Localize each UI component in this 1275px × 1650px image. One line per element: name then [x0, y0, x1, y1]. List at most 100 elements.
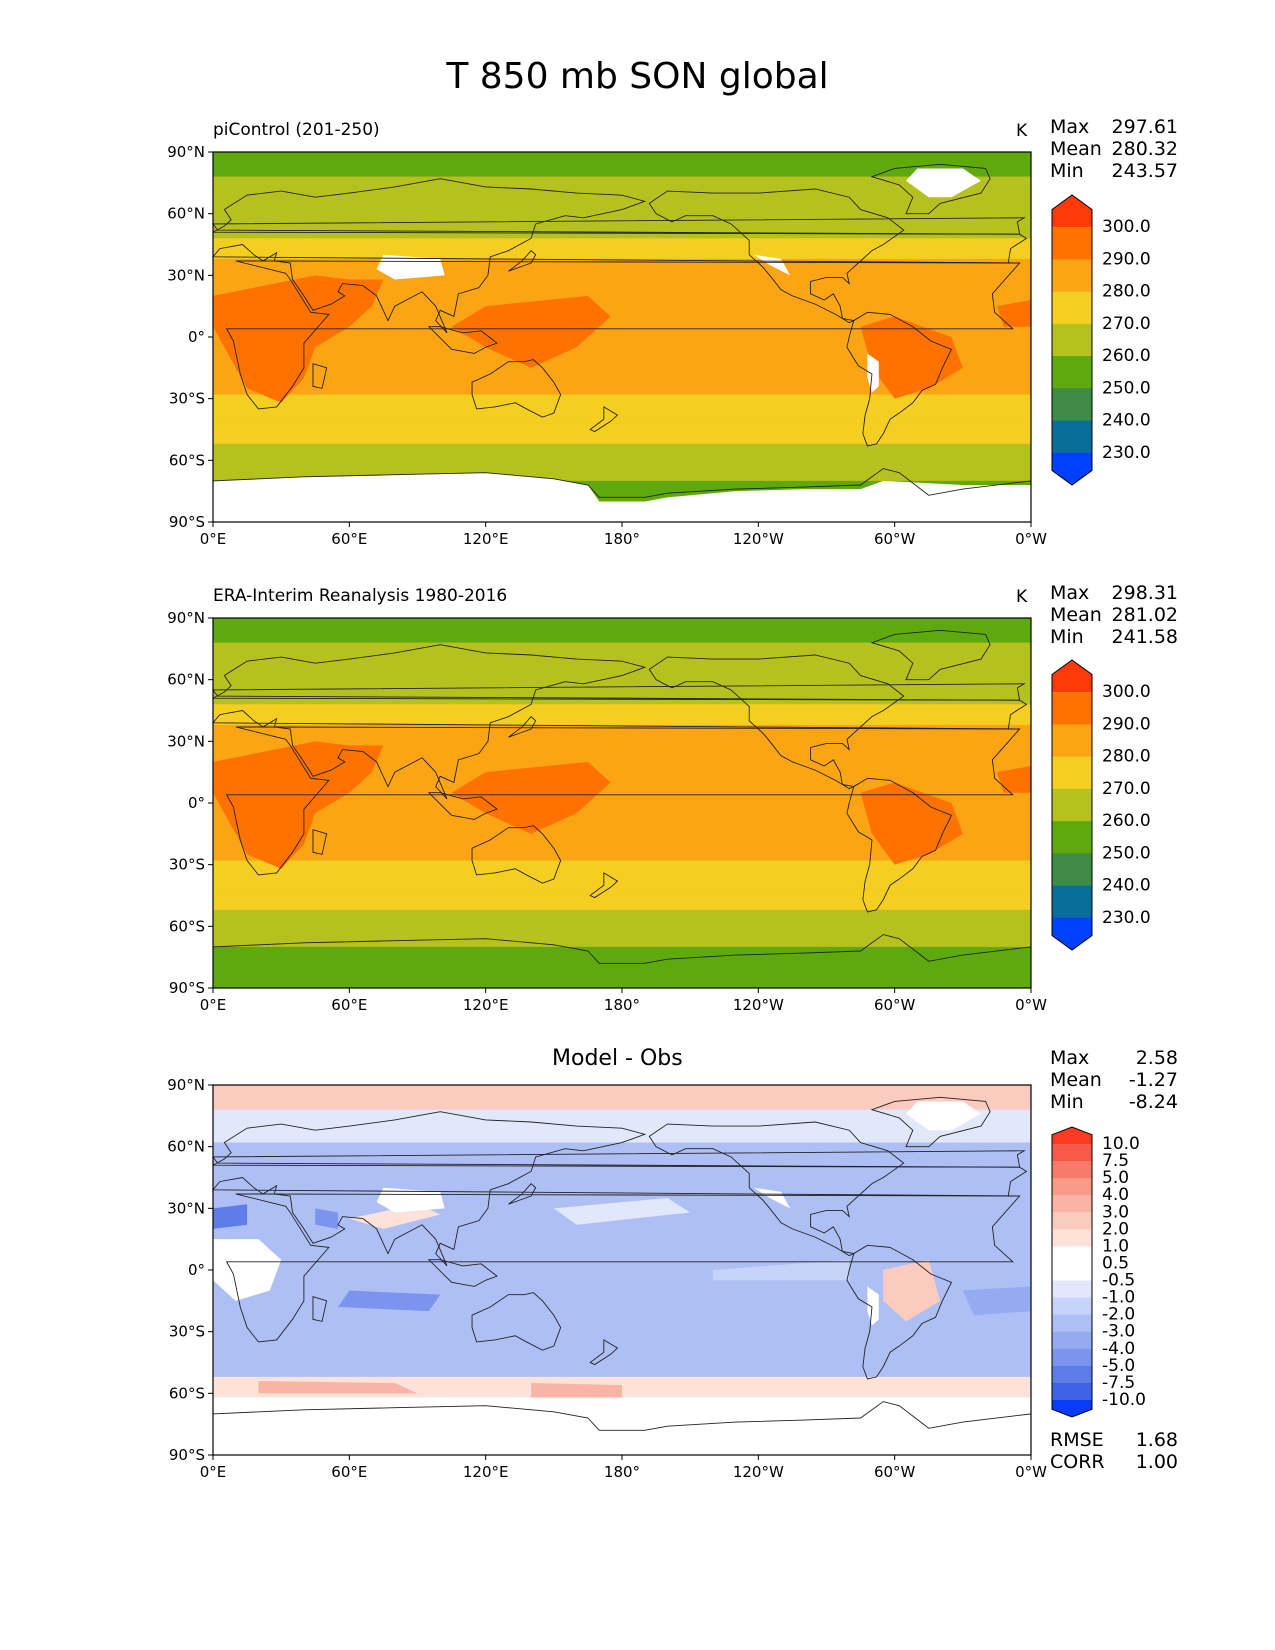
lon-tick-label: 60°E — [331, 1463, 367, 1481]
field-band — [213, 443, 1031, 465]
diff-contour — [553, 1198, 691, 1225]
mask-rockies — [753, 254, 791, 276]
lon-tick-label: 120°E — [463, 996, 509, 1014]
coastlines — [212, 1096, 1032, 1456]
stat-label: Mean — [1050, 604, 1102, 626]
colorbar-extend-top — [1052, 660, 1092, 693]
stat-label: Mean — [1050, 138, 1102, 160]
map-axes: 90°N 60°N 30°N 0° 30°S 60°S 90°S0°E 60°E 120°E 18… — [167, 609, 1047, 1014]
field-band — [213, 152, 1031, 177]
panel-left-label: ERA-Interim Reanalysis 1980-2016 — [213, 586, 508, 606]
field-band — [213, 930, 1031, 947]
lon-tick-label: 60°E — [331, 996, 367, 1014]
stat-label: Mean — [1050, 1069, 1102, 1091]
lon-tick-label: 120°W — [733, 996, 784, 1014]
colorbar-segment — [1052, 1161, 1092, 1179]
coastline-newzealand — [589, 872, 619, 899]
lon-tick-label: 180° — [604, 996, 640, 1014]
lon-tick-label: 60°W — [874, 1463, 916, 1481]
colorbar-label: 270.0 — [1102, 314, 1151, 334]
coastline-newzealand — [589, 1339, 619, 1366]
coastline-australia — [471, 825, 562, 884]
colorbar-segment — [1052, 227, 1092, 260]
mask-rockies — [753, 1187, 791, 1209]
coastline-greenland — [870, 629, 991, 681]
mask-andes — [867, 353, 879, 393]
lon-tick-label: 120°W — [733, 530, 784, 548]
stat-value: 243.57 — [1111, 160, 1178, 182]
field-warm-290 — [996, 300, 1031, 327]
lat-tick-label: 90°S — [169, 513, 205, 531]
colorbar-segment — [1052, 885, 1092, 919]
colorbar-extend-top — [1052, 195, 1092, 228]
map-axes: 90°N 60°N 30°N 0° 30°S 60°S 90°S0°E 60°E 120°E 18… — [167, 1076, 1047, 1481]
colorbar-label: 4.0 — [1102, 1185, 1129, 1205]
colorbar-label: 250.0 — [1102, 378, 1151, 398]
lat-tick-label: 90°N — [167, 609, 205, 627]
score-label: CORR — [1050, 1451, 1105, 1473]
colorbar-outline — [1051, 194, 1093, 486]
stat-label: Min — [1050, 626, 1084, 648]
coastline-japan — [508, 1183, 537, 1205]
coastline-uk — [212, 1150, 1026, 1168]
lon-tick-label: 120°W — [733, 1463, 784, 1481]
score-box: RMSE 1.68 CORR 1.00 — [1050, 1429, 1178, 1473]
field-warm-290 — [213, 275, 384, 403]
diff-contour — [531, 1383, 622, 1398]
coastline-samerica — [846, 311, 953, 447]
lat-tick-label: 30°N — [167, 732, 205, 750]
colorbar-segment — [1052, 1382, 1092, 1401]
colorbar-segment — [1052, 1331, 1092, 1350]
diff-contour — [258, 1381, 418, 1394]
missing-data-mask — [213, 1101, 1031, 1455]
coastline-australia — [471, 1292, 562, 1351]
colorbar-label: 1.0 — [1102, 1236, 1129, 1256]
field-band — [213, 889, 1031, 910]
panel-center-label: Model - Obs — [552, 1046, 683, 1071]
colorbar-segment — [1052, 756, 1092, 790]
lon-tick-label: 0°E — [200, 996, 227, 1014]
colorbar-label: 7.5 — [1102, 1151, 1129, 1171]
colorbar-segment — [1052, 821, 1092, 854]
colorbar-label: 240.0 — [1102, 411, 1151, 431]
colorbar-segment — [1052, 1263, 1092, 1282]
stats-box: Max 298.31 Mean 281.02 Min 241.58 — [1050, 582, 1178, 648]
coastline-antarctica — [212, 1401, 1032, 1456]
coastline-indonesia — [427, 326, 498, 354]
colorbar-label: 250.0 — [1102, 843, 1151, 863]
field-band — [213, 423, 1031, 444]
diff-contour — [315, 1208, 338, 1229]
stat-value: 2.58 — [1135, 1047, 1178, 1069]
coastline-eurasia — [212, 1111, 1028, 1267]
lat-tick-label: 60°S — [169, 1384, 205, 1402]
lat-tick-label: 90°S — [169, 1446, 205, 1464]
lon-tick-label: 120°E — [463, 1463, 509, 1481]
coastline-eurasia — [212, 178, 1028, 334]
coastline-antarctica — [212, 934, 1032, 989]
field-band — [213, 946, 1031, 988]
colorbar-segment — [1052, 724, 1092, 758]
diff-contour — [712, 1259, 850, 1281]
diff-contour — [883, 1259, 941, 1322]
colorbar-label: 260.0 — [1102, 346, 1151, 366]
field-band — [213, 176, 1031, 204]
stats-box: Max 2.58 Mean -1.27 Min -8.24 — [1050, 1047, 1178, 1113]
lat-tick-label: 90°S — [169, 979, 205, 997]
stat-label: Max — [1050, 582, 1090, 604]
colorbar-segment — [1052, 692, 1092, 725]
coastline-madagascar — [312, 363, 328, 389]
coastline-newzealand — [589, 406, 619, 433]
coastline-uk — [212, 217, 1026, 235]
colorbar-label: 230.0 — [1102, 908, 1151, 928]
field-band — [213, 860, 1031, 890]
lon-tick-label: 180° — [604, 1463, 640, 1481]
colorbar-segment — [1052, 1297, 1092, 1316]
coastline-samerica — [846, 1244, 953, 1380]
coastline-madagascar — [312, 1296, 328, 1322]
colorbar-label: -10.0 — [1102, 1390, 1146, 1410]
colorbar: 300.0 290.0 280.0 270.0 260.0 250.0 240.0 230.0 — [1051, 659, 1151, 951]
colorbar-segment — [1052, 1280, 1092, 1299]
coastline-uk — [212, 683, 1026, 701]
colorbar-label: 3.0 — [1102, 1202, 1129, 1222]
